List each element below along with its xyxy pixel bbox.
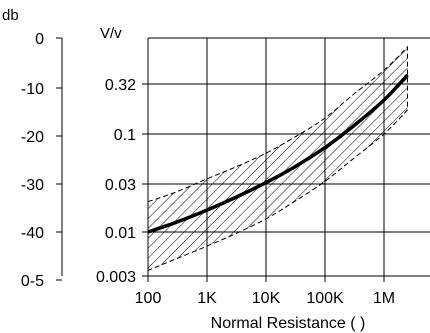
tolerance-band — [148, 45, 408, 271]
vv-tick-label: 0.03 — [105, 177, 136, 194]
x-tick-label: 100 — [135, 290, 162, 307]
db-tick-label: 0-5 — [21, 273, 44, 290]
db-tick-label: -10 — [21, 81, 44, 98]
vv-tick-label: 0.003 — [96, 269, 136, 286]
db-axis-unit: db — [2, 7, 19, 24]
vv-axis-unit: V/v — [100, 25, 122, 42]
db-axis: db 0 -10 -20 -30 -40 0-5 — [2, 7, 63, 290]
db-tick-label: -20 — [21, 129, 44, 146]
vv-tick-label: 0.32 — [105, 77, 136, 94]
series-line — [148, 73, 409, 234]
x-tick-label: 10K — [252, 290, 281, 307]
db-tick-label: -30 — [21, 177, 44, 194]
x-axis-label: Normal Resistance ( ) — [211, 315, 366, 332]
vv-tick-label: 0.1 — [114, 127, 136, 144]
x-tick-label: 1K — [197, 290, 217, 307]
db-tick-label: 0 — [35, 31, 44, 48]
vv-axis: V/v 0.32 0.1 0.03 0.01 0.003 — [96, 25, 148, 286]
vv-tick-label: 0.01 — [105, 225, 136, 242]
x-axis: 100 1K 10K 100K 1M — [135, 276, 395, 307]
db-tick-label: -40 — [21, 225, 44, 242]
x-tick-label: 100K — [306, 290, 344, 307]
x-tick-label: 1M — [373, 290, 395, 307]
